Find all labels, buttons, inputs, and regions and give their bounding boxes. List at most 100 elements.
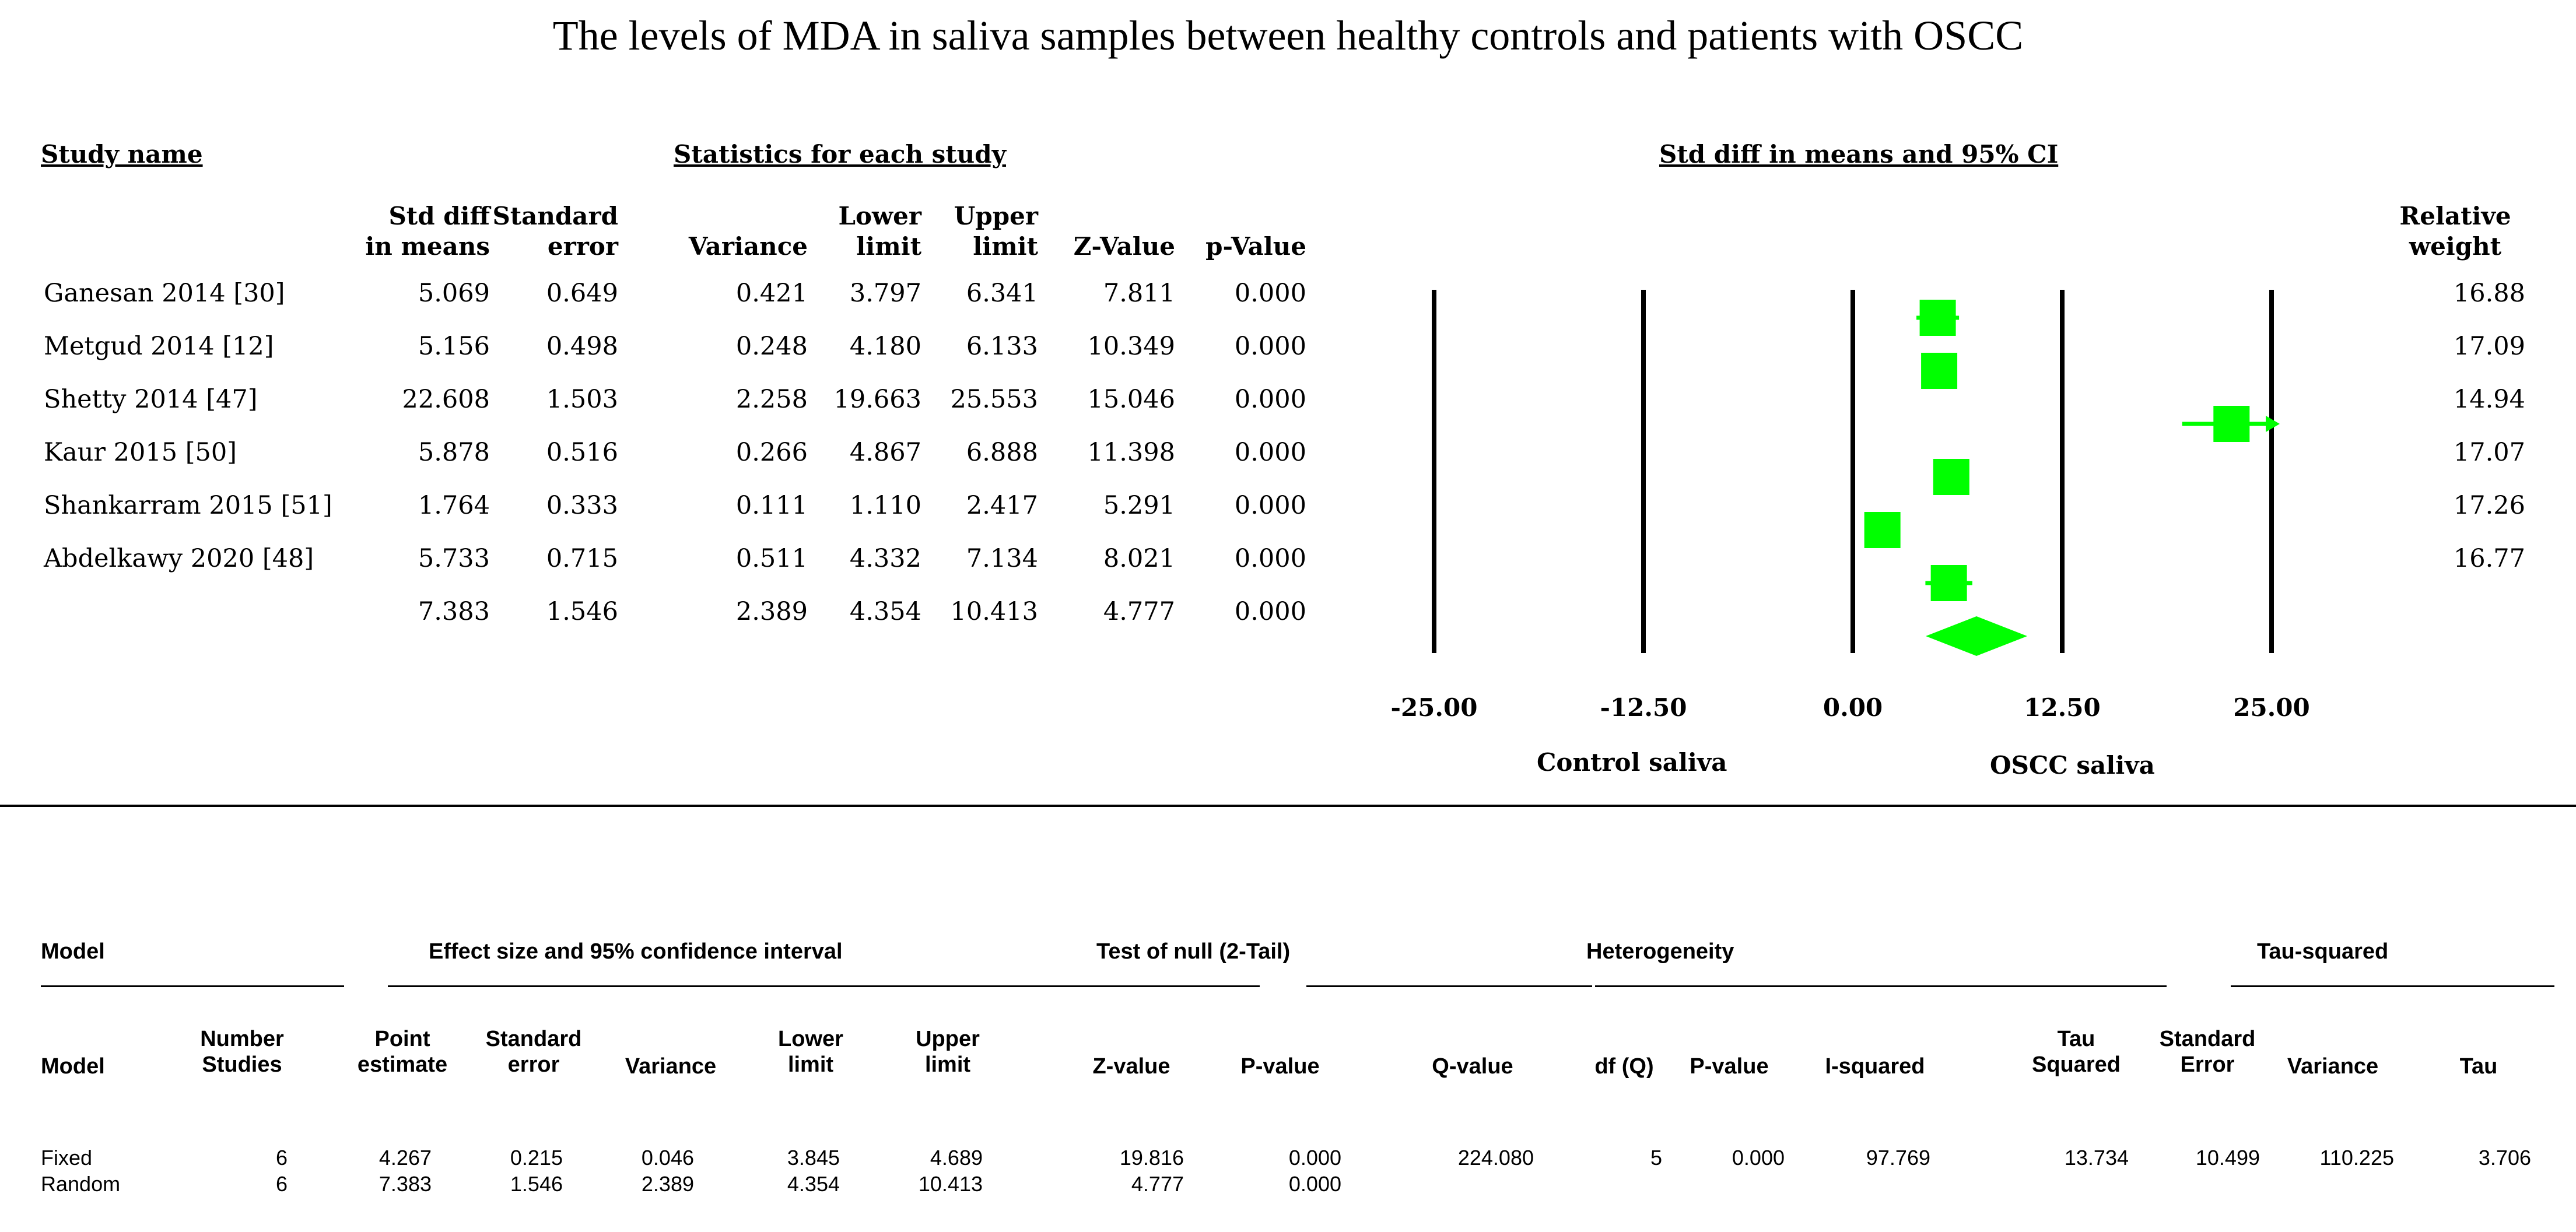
- heterogeneity-group-header: Heterogeneity: [1586, 939, 1734, 964]
- tau-squared-column-header: Tau Squared: [2012, 1026, 2140, 1077]
- test-of-null-group-header: Test of null (2-Tail): [1096, 939, 1291, 964]
- study-variance-cell: 0.511: [735, 544, 808, 573]
- study-variance-cell: 0.111: [735, 491, 808, 520]
- tau-squared-group-underline: [2231, 985, 2554, 987]
- study-name: Shetty 2014 [47]: [44, 385, 258, 414]
- z-value-column-header: Z-value: [1067, 1054, 1196, 1079]
- study-standard-error-cell: 0.516: [546, 438, 618, 467]
- z-value-header: Z-Value: [1035, 231, 1175, 262]
- study-standard-error-cell: 0.715: [546, 544, 618, 573]
- study-p-value-cell: 0.000: [1234, 438, 1306, 467]
- study-upper-limit-cell: 25.553: [950, 385, 1038, 414]
- effect-size-group-header: Effect size and 95% confidence interval: [429, 939, 843, 964]
- study-estimate-marker: [1930, 565, 1967, 601]
- tau-column-header-line1: Tau: [2459, 1054, 2498, 1079]
- tau-squared-column-header-line2: Squared: [2031, 1052, 2121, 1077]
- upper-limit-column-header: Upper limit: [884, 1026, 1012, 1077]
- study-std-diff-cell: 5.069: [418, 279, 490, 308]
- q-value-column-header: Q-value: [1408, 1054, 1537, 1079]
- fixed-i-squared-cell: 97.769: [1866, 1146, 1930, 1170]
- point-estimate-column-header-line1: Point: [374, 1027, 430, 1051]
- het-p-value-column-header-line1: P-value: [1690, 1054, 1769, 1079]
- fixed-point-estimate-cell: 4.267: [378, 1146, 432, 1170]
- study-estimate-marker: [1933, 459, 1969, 495]
- summary-p-value-cell: 0.000: [1234, 597, 1306, 626]
- study-p-value-cell: 0.000: [1234, 544, 1306, 573]
- plot-header: Std diff in means and 95% CI: [1659, 140, 2059, 169]
- tau-variance-column-header: Variance: [2269, 1054, 2397, 1079]
- study-name-header: Study name: [41, 140, 203, 169]
- fixed-number-studies-cell: 6: [275, 1146, 288, 1170]
- study-std-diff-cell: 22.608: [402, 385, 490, 414]
- study-lower-limit-cell: 1.110: [849, 491, 921, 520]
- study-upper-limit-cell: 6.888: [966, 438, 1038, 467]
- x-tick-label: -12.50: [1600, 693, 1687, 722]
- relative-weight-header: Relative weight: [2379, 201, 2531, 262]
- study-estimate-marker: [1864, 512, 1901, 548]
- test-of-null-group-underline-left: [1108, 985, 1260, 987]
- section-divider: [0, 805, 2576, 807]
- study-p-value-cell: 0.000: [1234, 279, 1306, 308]
- i-squared-column-header-line1: I-squared: [1825, 1054, 1925, 1079]
- random-standard-error-cell: 1.546: [510, 1172, 563, 1196]
- model-column-header: Model: [41, 1054, 105, 1079]
- study-variance-cell: 0.248: [735, 332, 808, 361]
- study-standard-error-cell: 0.498: [546, 332, 618, 361]
- std-diff-header-line2: in means: [365, 232, 490, 261]
- left-axis-label: Control saliva: [1537, 748, 1727, 777]
- variance-header: Variance: [668, 231, 808, 262]
- right-axis-label: OSCC saliva: [1990, 751, 2155, 780]
- relative-weight-cell: 17.26: [2453, 491, 2525, 520]
- tau-squared-column-header-line1: Tau: [2057, 1027, 2095, 1051]
- study-p-value-cell: 0.000: [1234, 385, 1306, 414]
- fixed-tau-squared-cell: 13.734: [2064, 1146, 2129, 1170]
- point-estimate-column-header-line2: estimate: [357, 1052, 448, 1077]
- study-name: Ganesan 2014 [30]: [44, 279, 285, 308]
- study-name: Kaur 2015 [50]: [44, 438, 237, 467]
- study-estimate-marker: [1921, 353, 1958, 389]
- x-tick-label: 25.00: [2233, 693, 2310, 722]
- study-variance-cell: 2.258: [735, 385, 808, 414]
- random-null-p-value-cell: 0.000: [1288, 1172, 1341, 1196]
- tau-standard-error-column-header-line2: Error: [2180, 1052, 2235, 1077]
- fixed-df-q-cell: 5: [1650, 1146, 1662, 1170]
- study-z-value-cell: 11.398: [1087, 438, 1175, 467]
- heterogeneity-group-underline: [1595, 985, 2167, 987]
- tau-standard-error-column-header: Standard Error: [2143, 1026, 2272, 1077]
- summary-upper-limit-cell: 10.413: [950, 597, 1038, 626]
- fixed-tau-standard-error-cell: 10.499: [2195, 1146, 2260, 1170]
- study-name: Metgud 2014 [12]: [44, 332, 274, 361]
- x-tick-label: -25.00: [1391, 693, 1478, 722]
- fixed-variance-cell: 0.046: [641, 1146, 694, 1170]
- study-lower-limit-cell: 3.797: [849, 279, 921, 308]
- relative-weight-cell: 16.88: [2453, 279, 2525, 308]
- lower-limit-header-line1: Lower: [838, 202, 921, 230]
- study-lower-limit-cell: 19.663: [833, 385, 921, 414]
- model-group-underline: [41, 985, 344, 987]
- random-number-studies-cell: 6: [275, 1172, 288, 1196]
- lower-limit-column-header-line2: limit: [787, 1052, 834, 1077]
- study-lower-limit-cell: 4.867: [849, 438, 921, 467]
- fixed-upper-limit-cell: 4.689: [930, 1146, 983, 1170]
- test-of-null-group-underline-right: [1306, 985, 1592, 987]
- chart-title: The levels of MDA in saliva samples betw…: [552, 12, 2024, 59]
- fixed-tau-variance-cell: 110.225: [2319, 1146, 2394, 1170]
- study-std-diff-cell: 5.878: [418, 438, 490, 467]
- tau-variance-column-header-line1: Variance: [2287, 1054, 2379, 1079]
- p-value-header-line1: p-Value: [1205, 232, 1306, 261]
- model-group-header: Model: [41, 939, 105, 964]
- x-tick-label: 0.00: [1823, 693, 1883, 722]
- random-lower-limit-cell: 4.354: [787, 1172, 840, 1196]
- random-variance-cell: 2.389: [641, 1172, 694, 1196]
- df-q-column-header: df (Q): [1560, 1054, 1688, 1079]
- standard-error-header-line2: error: [547, 232, 618, 261]
- relative-weight-header-line1: Relative: [2399, 202, 2511, 230]
- upper-limit-header-line2: limit: [973, 232, 1038, 261]
- tau-squared-group-header: Tau-squared: [2257, 939, 2389, 964]
- study-std-diff-cell: 5.156: [418, 332, 490, 361]
- number-studies-column-header: Number Studies: [178, 1026, 306, 1077]
- ci-truncation-arrow: [2266, 416, 2280, 432]
- upper-limit-column-header-line2: limit: [924, 1052, 971, 1077]
- standard-error-column-header-line2: error: [507, 1052, 560, 1077]
- statistics-header: Statistics for each study: [674, 140, 1006, 169]
